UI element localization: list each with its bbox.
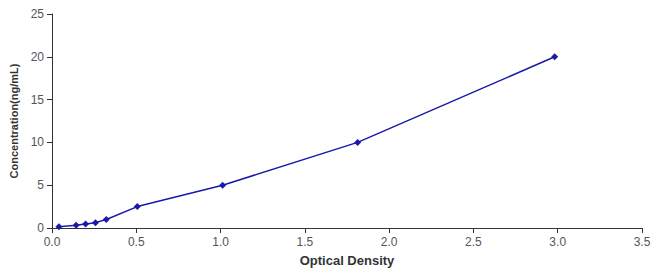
svg-text:3.0: 3.0 [549, 235, 566, 249]
svg-text:20: 20 [31, 50, 45, 64]
svg-text:Optical Density: Optical Density [300, 253, 395, 268]
svg-text:2.0: 2.0 [381, 235, 398, 249]
svg-text:Concentration(ng/mL): Concentration(ng/mL) [8, 63, 20, 178]
svg-text:5: 5 [37, 178, 44, 192]
svg-text:0.0: 0.0 [44, 235, 61, 249]
svg-text:1.5: 1.5 [297, 235, 314, 249]
svg-text:25: 25 [31, 7, 45, 21]
svg-text:15: 15 [31, 93, 45, 107]
svg-text:3.5: 3.5 [634, 235, 651, 249]
svg-text:2.5: 2.5 [465, 235, 482, 249]
svg-text:0.5: 0.5 [128, 235, 145, 249]
svg-text:1.0: 1.0 [212, 235, 229, 249]
svg-text:10: 10 [31, 135, 45, 149]
svg-text:0: 0 [37, 221, 44, 235]
